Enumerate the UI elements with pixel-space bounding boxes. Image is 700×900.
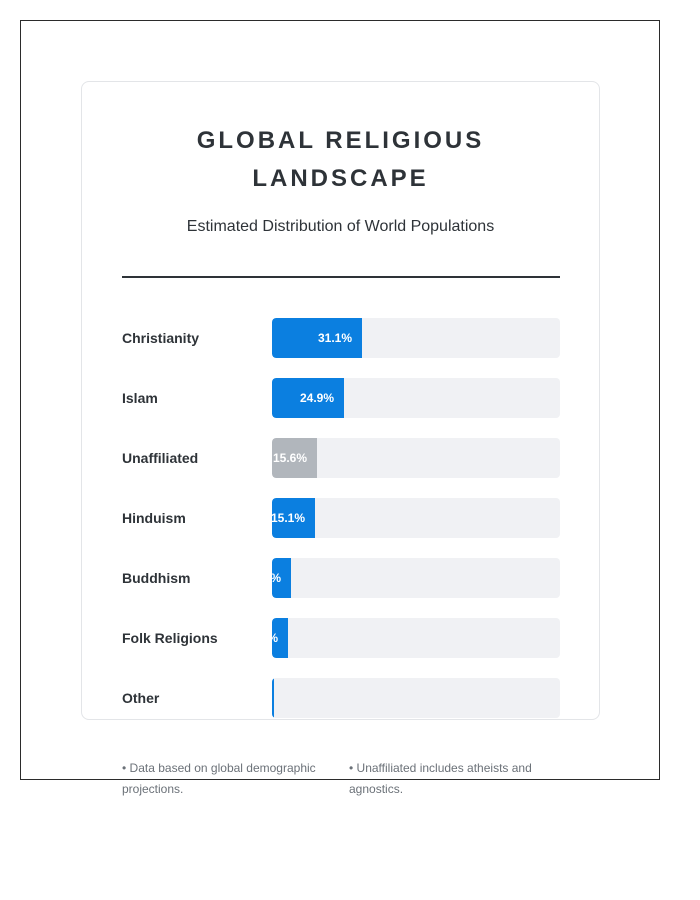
- bar-row: Folk Religions 5.6%: [122, 618, 560, 658]
- chart-title-line-1: GLOBAL RELIGIOUS: [196, 127, 485, 154]
- bar-rows: Christianity 31.1% Islam 24.9% Unaffiliated 1…: [122, 318, 560, 719]
- bar-track: 5.6%: [272, 618, 560, 658]
- bar-row: Christianity 31.1%: [122, 318, 560, 358]
- bar-category-label: Folk Religions: [122, 630, 218, 646]
- bar-category-label: Buddhism: [122, 570, 191, 586]
- bar-track: 15.1%: [272, 498, 560, 538]
- bar-category-label: Christianity: [122, 330, 200, 346]
- bar-category-label: Other: [122, 690, 160, 706]
- title-divider: [122, 276, 560, 278]
- bar-value-label: 31.1%: [317, 331, 352, 345]
- bar-value-label: 15.6%: [272, 451, 307, 465]
- bar-category-label: Unaffiliated: [122, 450, 199, 466]
- chart-title: GLOBAL RELIGIOUS LANDSCAPE: [82, 122, 599, 198]
- bar-row: Buddhism 6.6%: [122, 558, 560, 598]
- bar-track: 0.8%: [272, 678, 560, 718]
- bar-fill: 24.9%: [272, 378, 344, 418]
- bar-track: 6.6%: [272, 558, 560, 598]
- bar-row: Other 0.8%: [122, 678, 560, 718]
- bar-value-label: 5.6%: [272, 618, 278, 658]
- bar-track: 24.9%: [272, 378, 560, 418]
- bar-value-label: 24.9%: [299, 391, 334, 405]
- bar-fill: 31.1%: [272, 318, 362, 358]
- bar-value-label: 15.1%: [272, 511, 305, 525]
- bar-track: 31.1%: [272, 318, 560, 358]
- bar-row: Hinduism 15.1%: [122, 498, 560, 538]
- bar-fill: 5.6%: [272, 618, 288, 658]
- bar-row: Islam 24.9%: [122, 378, 560, 418]
- bar-category-label: Hinduism: [122, 510, 186, 526]
- bar-track: 15.6%: [272, 438, 560, 478]
- bar-fill: 15.6%: [272, 438, 317, 478]
- bar-value-label: 6.6%: [272, 558, 281, 598]
- bar-category-label: Islam: [122, 390, 158, 406]
- chart-card: GLOBAL RELIGIOUS LANDSCAPE Estimated Dis…: [81, 81, 600, 720]
- bar-fill: 15.1%: [272, 498, 315, 538]
- chart-subtitle: Estimated Distribution of World Populati…: [186, 218, 495, 235]
- bar-fill: 0.8%: [272, 678, 274, 718]
- bar-fill: 6.6%: [272, 558, 291, 598]
- chart-title-line-2: LANDSCAPE: [252, 165, 429, 192]
- bar-row: Unaffiliated 15.6%: [122, 438, 560, 478]
- footnote-data-source: • Data based on global demographic proje…: [122, 761, 316, 796]
- outer-frame: [20, 20, 660, 780]
- footnote-unaffiliated: • Unaffiliated includes atheists and agn…: [349, 761, 532, 796]
